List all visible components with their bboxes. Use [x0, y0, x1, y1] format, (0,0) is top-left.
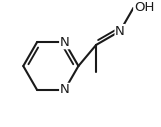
Text: N: N [115, 25, 125, 38]
Text: OH: OH [134, 1, 154, 14]
Text: N: N [60, 83, 70, 96]
Text: N: N [60, 36, 70, 49]
